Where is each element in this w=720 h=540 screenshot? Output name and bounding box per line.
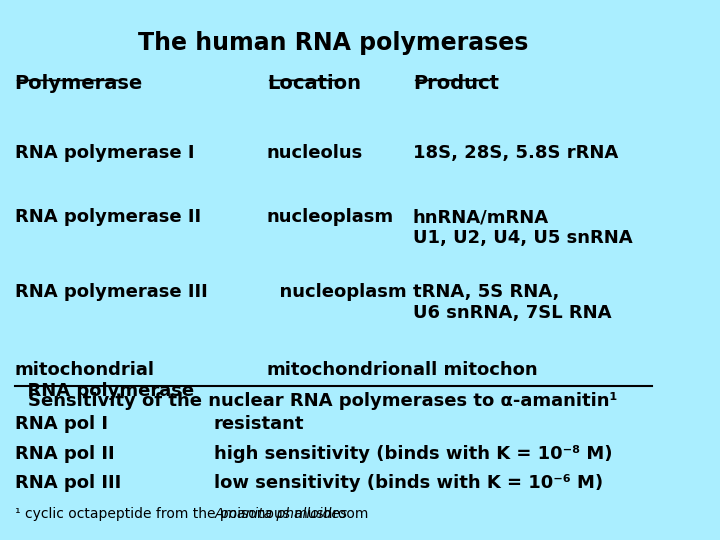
Text: Polymerase: Polymerase	[14, 74, 143, 93]
Text: mitochondrial
  RNA polymerase: mitochondrial RNA polymerase	[14, 361, 194, 400]
Text: high sensitivity (binds with K = 10⁻⁸ M): high sensitivity (binds with K = 10⁻⁸ M)	[214, 444, 612, 463]
Text: hnRNA/mRNA
U1, U2, U4, U5 snRNA: hnRNA/mRNA U1, U2, U4, U5 snRNA	[413, 208, 632, 247]
Text: nucleolus: nucleolus	[267, 144, 363, 162]
Text: Location: Location	[267, 74, 361, 93]
Text: RNA polymerase II: RNA polymerase II	[14, 208, 201, 226]
Text: 18S, 28S, 5.8S rRNA: 18S, 28S, 5.8S rRNA	[413, 144, 618, 162]
Text: Product: Product	[413, 74, 499, 93]
Text: RNA pol I: RNA pol I	[14, 415, 108, 433]
Text: all mitochon: all mitochon	[413, 361, 537, 379]
Text: RNA pol III: RNA pol III	[14, 474, 121, 492]
Text: low sensitivity (binds with K = 10⁻⁶ M): low sensitivity (binds with K = 10⁻⁶ M)	[214, 474, 603, 492]
Text: mitochondrion: mitochondrion	[267, 361, 414, 379]
Text: Sensitivity of the nuclear RNA polymerases to α-amanitin¹: Sensitivity of the nuclear RNA polymeras…	[28, 393, 617, 410]
Text: Amanita phalloides: Amanita phalloides	[215, 508, 348, 522]
Text: tRNA, 5S RNA,
U6 snRNA, 7SL RNA: tRNA, 5S RNA, U6 snRNA, 7SL RNA	[413, 284, 611, 322]
Text: ¹ cyclic octapeptide from the poisonous mushroom: ¹ cyclic octapeptide from the poisonous …	[14, 508, 372, 522]
Text: nucleoplasm: nucleoplasm	[267, 284, 406, 301]
Text: nucleoplasm: nucleoplasm	[267, 208, 394, 226]
Text: resistant: resistant	[214, 415, 305, 433]
Text: RNA polymerase III: RNA polymerase III	[14, 284, 207, 301]
Text: The human RNA polymerases: The human RNA polymerases	[138, 31, 528, 55]
Text: RNA polymerase I: RNA polymerase I	[14, 144, 194, 162]
Text: RNA pol II: RNA pol II	[14, 444, 114, 463]
